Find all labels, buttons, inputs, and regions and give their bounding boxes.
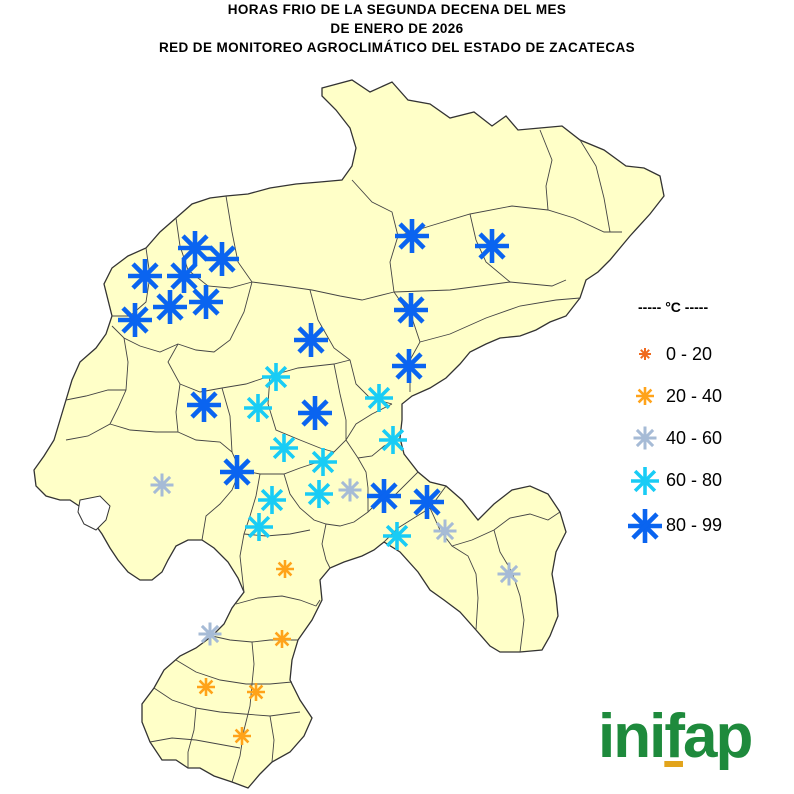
station-marker	[273, 630, 291, 648]
station-marker	[276, 560, 294, 578]
station-marker	[475, 229, 509, 263]
station-marker	[383, 522, 411, 550]
legend-label-60-80: 60 - 80	[666, 470, 723, 490]
station-marker	[233, 727, 251, 745]
legend-label-0-20: 0 - 20	[666, 344, 713, 364]
station-marker	[410, 485, 444, 519]
title-line-1: HORAS FRIO DE LA SEGUNDA DECENA DEL MES	[227, 2, 567, 17]
station-marker	[153, 290, 187, 324]
station-marker	[197, 678, 215, 696]
legend-title: ----- °C -----	[638, 299, 709, 315]
legend-symbol	[631, 467, 659, 495]
station-marker	[187, 388, 221, 422]
station-marker	[167, 259, 201, 293]
station-marker	[178, 231, 212, 265]
station-marker	[309, 448, 337, 476]
map-title: HORAS FRIO DE LA SEGUNDA DECENA DEL MES …	[0, 0, 794, 57]
station-marker	[270, 434, 298, 462]
station-marker	[198, 622, 222, 646]
station-marker	[262, 363, 290, 391]
station-marker	[305, 480, 333, 508]
station-marker	[189, 285, 223, 319]
station-marker	[118, 303, 152, 337]
state-outline	[33, 79, 665, 789]
legend-symbol	[633, 426, 657, 450]
legend-symbols	[628, 348, 662, 543]
legend-label-40-60: 40 - 60	[666, 428, 723, 448]
station-marker	[220, 455, 254, 489]
title-line-3: RED DE MONITOREO AGROCLIMÁTICO DEL ESTAD…	[158, 40, 636, 55]
station-marker	[298, 396, 332, 430]
station-marker	[245, 513, 273, 541]
legend-symbol	[628, 509, 662, 543]
station-marker	[338, 478, 362, 502]
station-marker	[365, 384, 393, 412]
station-markers	[118, 219, 521, 745]
legend-label-20-40: 20 - 40	[666, 386, 723, 406]
station-marker	[392, 349, 426, 383]
inner-notch	[77, 495, 111, 531]
station-marker	[244, 394, 272, 422]
station-marker	[433, 519, 457, 543]
station-marker	[497, 562, 521, 586]
logo-text-f: f	[664, 702, 685, 771]
station-marker	[150, 473, 174, 497]
legend-label-80-99: 80 - 99	[666, 515, 723, 535]
title-line-2: DE ENERO DE 2026	[330, 21, 464, 36]
station-marker	[258, 486, 286, 514]
station-marker	[379, 426, 407, 454]
station-marker	[294, 323, 328, 357]
station-marker	[367, 479, 401, 513]
station-marker	[205, 242, 239, 276]
legend-symbol	[639, 348, 651, 360]
station-marker	[128, 259, 162, 293]
station-marker	[394, 293, 428, 327]
inifap-logo: inifap	[598, 706, 753, 768]
legend-symbol	[636, 387, 654, 405]
station-marker	[395, 219, 429, 253]
logo-text-ini: ini	[598, 702, 666, 771]
logo-text-ap: ap	[682, 702, 753, 771]
station-marker	[247, 683, 265, 701]
state-polygon	[33, 79, 665, 789]
